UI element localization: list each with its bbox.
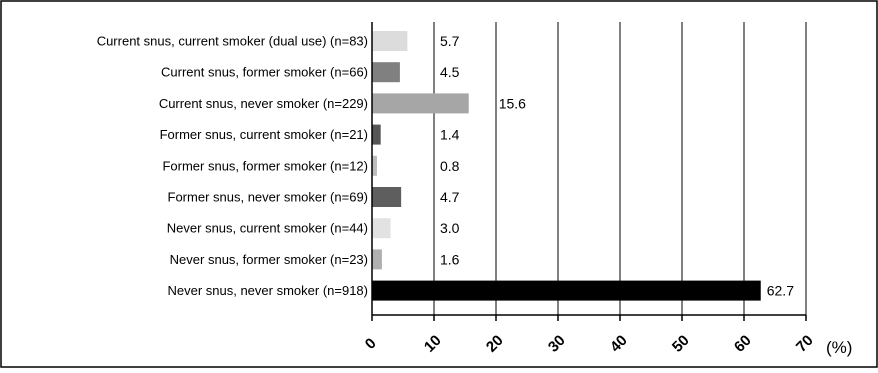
value-label: 4.7: [440, 189, 460, 205]
value-label: 4.5: [440, 64, 460, 80]
gridlines: [433, 22, 807, 315]
bar: [372, 62, 400, 83]
value-label: 0.8: [440, 158, 460, 174]
category-label: Current snus, former smoker (n=66): [161, 65, 368, 80]
bar: [372, 124, 381, 145]
category-labels: Current snus, current smoker (dual use) …: [97, 34, 368, 299]
value-labels: 5.7 4.5 15.6 1.4 0.8 4.7 3.0 1.6 62.7: [440, 33, 794, 299]
bars: [372, 31, 761, 301]
category-label: Former snus, former smoker (n=12): [162, 158, 368, 173]
category-label: Never snus, former smoker (n=23): [170, 252, 368, 267]
category-label: Former snus, current smoker (n=21): [160, 127, 368, 142]
category-label: Never snus, current smoker (n=44): [167, 221, 368, 236]
value-label: 15.6: [499, 95, 526, 111]
value-label: 1.4: [440, 127, 460, 143]
x-axis-unit-label: (%): [826, 338, 852, 357]
value-label: 62.7: [767, 283, 794, 299]
bar: [372, 31, 408, 51]
category-label: Former snus, never smoker (n=69): [168, 190, 368, 205]
value-label: 3.0: [440, 220, 460, 236]
category-label: Current snus, never smoker (n=229): [159, 96, 368, 111]
bar: [372, 249, 382, 270]
category-label: Current snus, current smoker (dual use) …: [97, 34, 368, 49]
bar: [372, 280, 761, 301]
bar: [372, 93, 469, 114]
category-label: Never snus, never smoker (n=918): [167, 283, 368, 298]
value-label: 1.6: [440, 251, 460, 267]
bar: [372, 155, 377, 176]
bar: [372, 187, 402, 207]
bar: [372, 218, 391, 239]
value-label: 5.7: [440, 33, 460, 49]
